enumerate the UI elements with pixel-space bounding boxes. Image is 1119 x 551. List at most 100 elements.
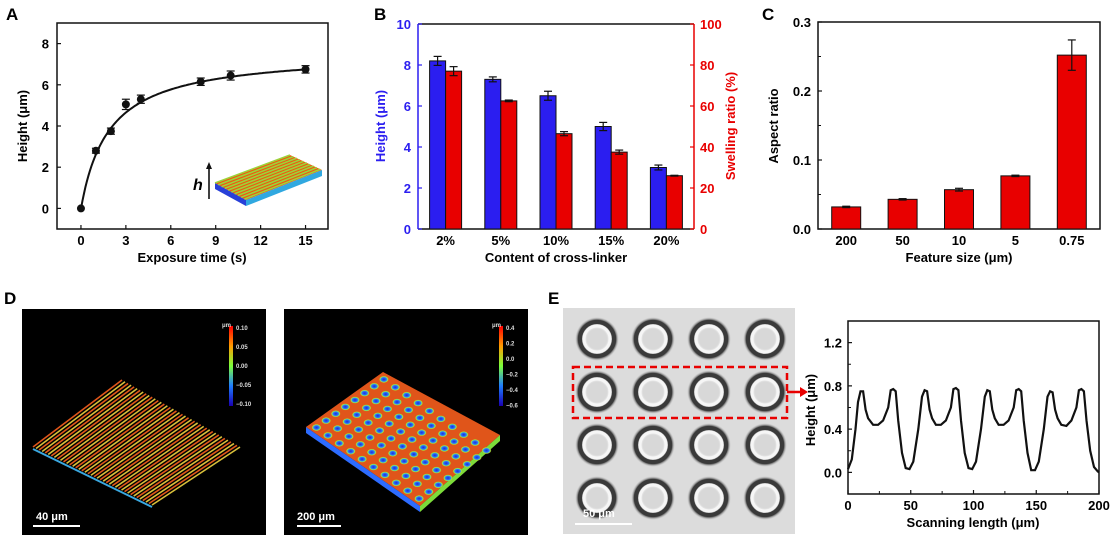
micrograph-image: 50 μm xyxy=(563,308,808,534)
x-tick-label: 20% xyxy=(653,233,679,248)
well-rim xyxy=(694,430,724,460)
bar xyxy=(1056,54,1087,230)
well-hole xyxy=(353,425,364,434)
panel-label-a: A xyxy=(6,5,18,24)
grating-stripe xyxy=(145,442,235,503)
well-hole xyxy=(403,406,414,414)
well-shadow xyxy=(746,320,784,358)
bar xyxy=(831,206,862,230)
y-tick-label-left: 8 xyxy=(404,58,411,73)
inset-stripe xyxy=(234,163,311,195)
well-hole xyxy=(374,426,385,435)
y-tick-label-right: 0 xyxy=(700,222,707,237)
plot-frame xyxy=(56,22,329,230)
well-hole xyxy=(387,449,398,457)
well-hole xyxy=(458,431,469,439)
data-point xyxy=(226,71,235,80)
well-hole xyxy=(429,451,440,459)
y-axis-label-left: Height (μm) xyxy=(373,90,388,162)
x-axis-label: Content of cross-linker xyxy=(485,250,627,265)
well-shadow xyxy=(634,373,672,411)
bar-height xyxy=(649,167,667,230)
grating-stripe xyxy=(127,432,217,494)
grating-stripe xyxy=(44,386,135,454)
well-hole xyxy=(460,445,471,454)
well-hole xyxy=(416,429,427,437)
well-shadow xyxy=(690,479,728,517)
well-hole xyxy=(414,414,425,422)
panel-label-c: C xyxy=(762,5,774,24)
y-tick-label-left: 2 xyxy=(404,181,411,196)
y-axis-label: Height (μm) xyxy=(15,90,30,162)
y-tick-label: 0.0 xyxy=(793,222,811,237)
well-hole xyxy=(379,471,390,479)
x-tick-label: 15% xyxy=(598,233,624,248)
grating-stripe xyxy=(133,436,223,497)
chart-c: 0.0 0.1 0.2 0.3 200 50 10 5 0.75 Feature size (… xyxy=(766,15,1101,265)
x-tick-label: 0 xyxy=(844,498,851,513)
grating-stripe xyxy=(47,387,138,456)
grating-stripe xyxy=(108,422,199,485)
well-hole xyxy=(423,488,434,496)
inset-stripe xyxy=(244,168,321,200)
grating-stripe xyxy=(105,420,196,484)
well-shadow xyxy=(578,426,616,464)
well-hole xyxy=(321,417,332,425)
grating-stripe xyxy=(81,406,171,472)
data-point xyxy=(196,77,205,86)
panel-label-d: D xyxy=(4,289,16,308)
profilometry-image-wells: μm 0.4 0.2 0.0 −0.2 −0.4 −0.6 200 μm xyxy=(284,309,528,535)
bar-height xyxy=(539,95,557,230)
profilometry-image-grating: μm 0.10 0.05 0.00 −0.05 −0.10 40 μm xyxy=(22,309,266,535)
scale-bar-label: 50 μm xyxy=(583,508,615,520)
well-rim xyxy=(694,324,724,354)
y-axis-label: Aspect ratio xyxy=(766,88,781,163)
x-tick-label: 3 xyxy=(122,233,129,248)
x-tick-label: 200 xyxy=(835,233,857,248)
bar-swelling xyxy=(610,151,628,230)
grating-stripe xyxy=(96,415,186,479)
grating-stripe xyxy=(72,401,162,467)
colorbar-unit: μm xyxy=(492,323,501,329)
bar xyxy=(887,198,918,230)
inset-stripe xyxy=(240,166,318,199)
well-hole xyxy=(392,398,403,406)
grating-stripe xyxy=(32,379,123,448)
bar-swelling xyxy=(555,133,573,230)
x-tick-label: 5 xyxy=(1012,233,1019,248)
well-shadow xyxy=(746,479,784,517)
inset-stripe xyxy=(231,162,308,193)
well-shadow xyxy=(634,426,672,464)
well-hole xyxy=(359,389,370,397)
grating-stripe xyxy=(102,418,193,482)
x-tick-label: 100 xyxy=(963,498,985,513)
well-hole xyxy=(378,375,389,383)
y-tick-label-left: 10 xyxy=(397,17,411,32)
y-tick-label-right: 40 xyxy=(700,140,714,155)
grating-stripe xyxy=(136,437,226,499)
grating-stripe xyxy=(114,425,205,488)
colorbar-tick-label: −0.6 xyxy=(506,404,519,410)
well-shadow xyxy=(746,426,784,464)
well-shadow xyxy=(690,320,728,358)
y-axis-label-right: Swelling ratio (%) xyxy=(723,72,738,180)
x-tick-label: 6 xyxy=(167,233,174,248)
grating-edge xyxy=(32,448,153,508)
colorbar xyxy=(229,326,233,406)
well-hole xyxy=(364,433,375,442)
well-hole xyxy=(366,448,377,456)
grating-stripe xyxy=(151,446,241,506)
inset-grating-3d: h xyxy=(193,154,322,206)
grating-stripe xyxy=(93,413,183,478)
grating-stripe xyxy=(35,381,126,450)
well-hole xyxy=(420,458,431,466)
well-hole xyxy=(412,480,423,488)
well-hole xyxy=(350,396,361,404)
well-rim xyxy=(638,430,668,460)
x-tick-label: 50 xyxy=(895,233,909,248)
well-hole xyxy=(426,422,437,430)
inset-stripe xyxy=(227,160,304,191)
chart-a: 0 3 6 9 12 15 0 2 4 6 8 Exposure time (s) Height (… xyxy=(15,22,329,265)
well-hole xyxy=(361,404,372,412)
